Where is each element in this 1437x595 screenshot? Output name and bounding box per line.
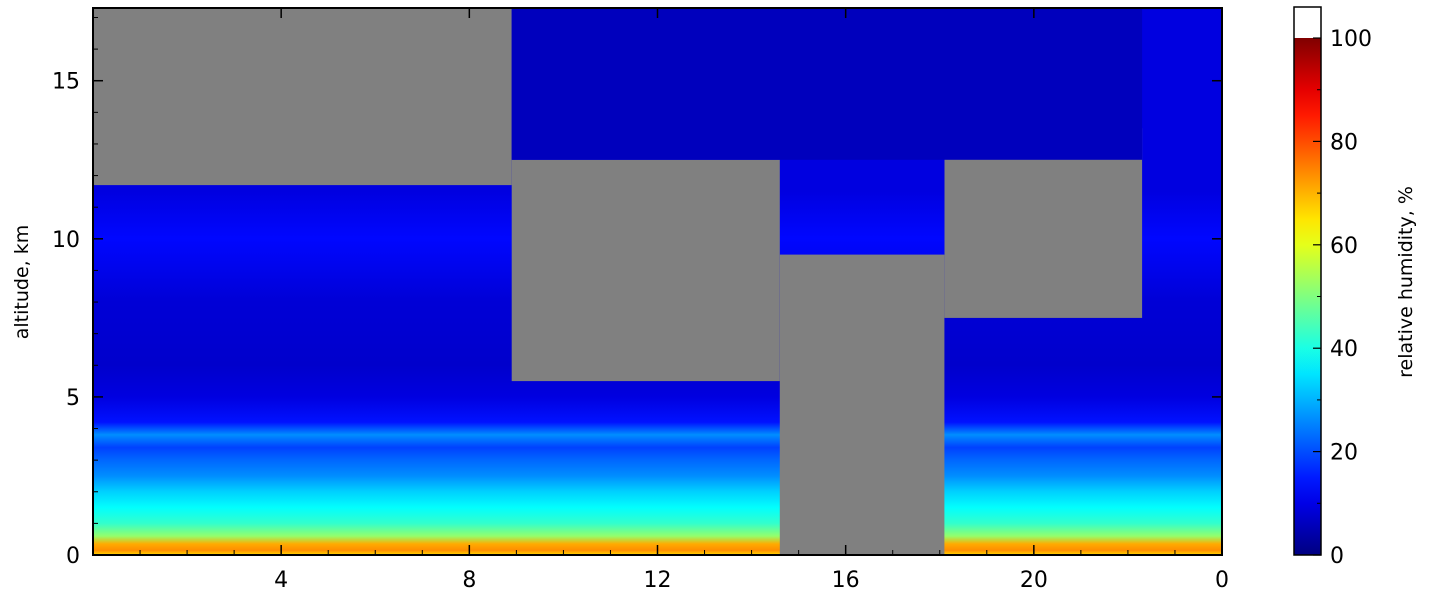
y-tick-label: 15 — [52, 70, 80, 95]
y-tick-label: 0 — [66, 544, 80, 569]
colorbar: 0 20 40 60 80 100 relative humidity, % — [1293, 6, 1417, 569]
colorbar-tick-label: 20 — [1330, 441, 1358, 466]
heatmap-area — [93, 8, 1222, 555]
missing-upper-left — [93, 8, 512, 186]
missing-mid-right — [944, 128, 1143, 318]
colorbar-tick-label: 100 — [1330, 27, 1372, 52]
y-tick-label: 10 — [52, 228, 80, 253]
colorbar-tick-label: 40 — [1330, 337, 1358, 362]
colorbar-tick-label: 0 — [1330, 544, 1344, 569]
x-tick-label: 12 — [644, 568, 672, 593]
missing-mid-left — [511, 159, 780, 382]
colorbar-label: relative humidity, % — [1395, 186, 1417, 378]
colorbar-gradient-bar — [1293, 6, 1322, 556]
missing-center-column — [779, 254, 945, 555]
missing-data-regions — [93, 8, 1143, 555]
colorbar-ticks: 0 20 40 60 80 100 — [1313, 27, 1372, 569]
colorbar-tick-label: 60 — [1330, 234, 1358, 259]
y-axis-label: altitude, km — [11, 225, 33, 339]
y-axis-ticks: 0 5 10 15 — [52, 16, 1222, 569]
x-tick-label: 16 — [832, 568, 860, 593]
dry-upper-center — [511, 8, 1143, 160]
x-tick-label: 8 — [462, 568, 476, 593]
x-tick-label: 0 — [1215, 568, 1229, 593]
x-axis-ticks: 4 8 12 16 20 0 — [139, 8, 1229, 593]
y-tick-label: 5 — [66, 386, 80, 411]
x-tick-label: 20 — [1020, 568, 1048, 593]
x-tick-label: 4 — [274, 568, 288, 593]
colorbar-tick-label: 80 — [1330, 130, 1358, 155]
